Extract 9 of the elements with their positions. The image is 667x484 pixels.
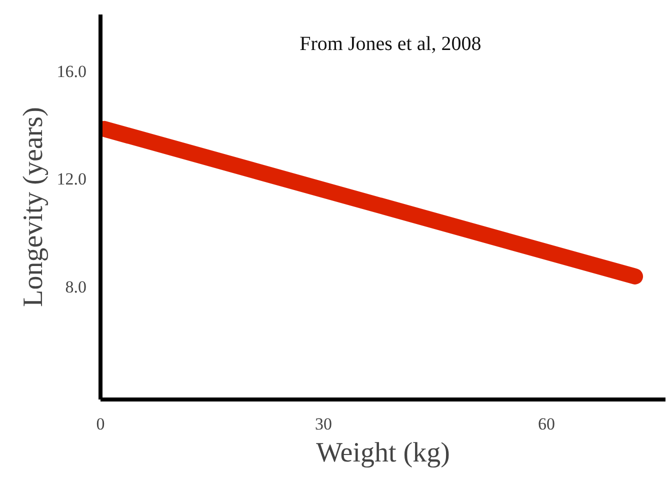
annotation: From Jones et al, 2008 — [300, 32, 482, 55]
y-tick-label: 12.0 — [56, 170, 86, 189]
x-axis-title: Weight (kg) — [316, 438, 450, 468]
y-axis-title: Longevity (years) — [18, 107, 49, 307]
y-tick-label: 16.0 — [56, 62, 86, 82]
x-tick-label: 60 — [538, 414, 556, 434]
x-tick-label: 30 — [315, 414, 332, 434]
y-tick-label: 8.0 — [65, 277, 86, 296]
x-tick-label: 0 — [96, 414, 105, 434]
